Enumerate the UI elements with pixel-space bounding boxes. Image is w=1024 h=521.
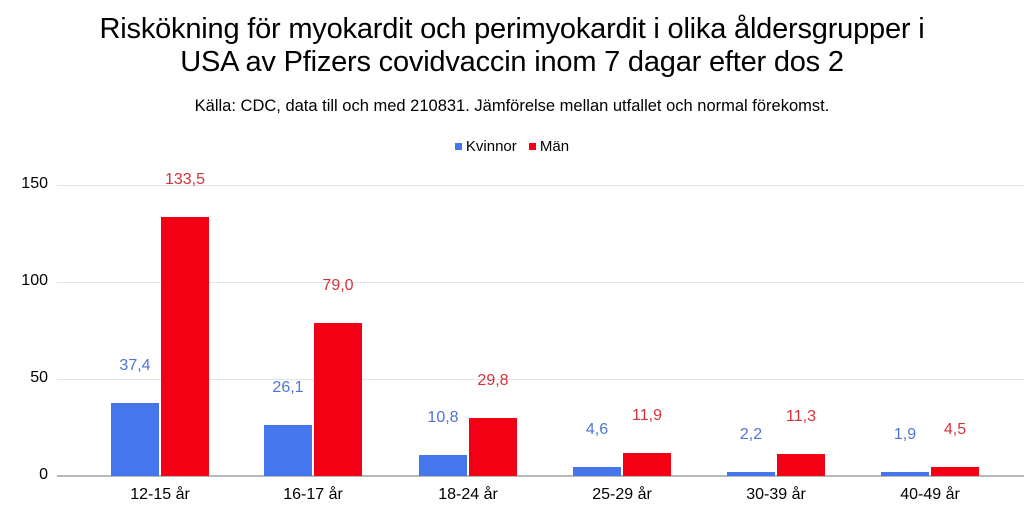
bar-kvinnor <box>111 403 159 476</box>
y-axis-tick-label: 100 <box>21 272 48 289</box>
bar-man <box>777 454 825 476</box>
bar-man <box>161 217 209 476</box>
legend-swatch-kvinnor <box>454 143 462 150</box>
value-label-man: 4,5 <box>943 421 967 439</box>
x-axis-tick-label: 18-24 år <box>438 486 498 503</box>
bar-kvinnor <box>419 455 467 476</box>
value-label-kvinnor: 1,9 <box>893 426 917 444</box>
bar-kvinnor <box>881 472 929 476</box>
gridline <box>57 185 1024 186</box>
chart-title: Riskökning för myokardit och perimyokard… <box>0 13 1024 79</box>
bar-man <box>469 418 517 476</box>
chart-subtitle: Källa: CDC, data till och med 210831. Jä… <box>194 97 830 115</box>
x-axis-tick-label: 40-49 år <box>900 486 960 503</box>
bar-man <box>623 452 671 476</box>
value-label-kvinnor: 2,2 <box>739 425 763 443</box>
value-label-man: 29,8 <box>477 372 509 390</box>
legend-swatch-man <box>528 143 536 150</box>
x-axis-tick-label: 30-39 år <box>746 486 806 503</box>
x-axis-baseline <box>57 475 1024 477</box>
x-axis-tick-label: 25-29 år <box>592 486 652 503</box>
x-axis-tick-label: 12-15 år <box>130 486 190 503</box>
y-axis-tick-label: 0 <box>39 466 48 483</box>
value-label-kvinnor: 10,8 <box>427 409 459 427</box>
value-label-kvinnor: 37,4 <box>119 357 151 375</box>
y-axis-tick-label: 50 <box>30 369 48 386</box>
legend-item-man: Män <box>528 138 570 155</box>
chart-title-line-1: Riskökning för myokardit och perimyokard… <box>99 13 925 45</box>
gridline <box>57 282 1024 283</box>
bar-kvinnor <box>264 425 312 476</box>
bar-man <box>314 322 362 476</box>
value-label-man: 79,0 <box>322 276 354 294</box>
y-axis-tick-label: 150 <box>21 175 48 192</box>
legend-label-man: Män <box>539 138 570 155</box>
value-label-kvinnor: 4,6 <box>585 421 609 439</box>
legend-item-kvinnor: Kvinnor <box>454 138 517 155</box>
value-label-kvinnor: 26,1 <box>272 379 304 397</box>
value-label-man: 133,5 <box>164 171 206 188</box>
bar-kvinnor <box>573 467 621 476</box>
value-label-man: 11,9 <box>632 406 662 424</box>
legend-label-kvinnor: Kvinnor <box>465 138 517 155</box>
gridline <box>57 379 1024 380</box>
chart-title-line-2: USA av Pfizers covidvaccin inom 7 dagar … <box>180 46 844 78</box>
chart-legend: Kvinnor Män <box>0 137 1024 155</box>
bar-kvinnor <box>727 471 775 476</box>
value-label-man: 11,3 <box>786 408 816 426</box>
bar-man <box>931 467 979 476</box>
x-axis-tick-label: 16-17 år <box>283 486 343 503</box>
